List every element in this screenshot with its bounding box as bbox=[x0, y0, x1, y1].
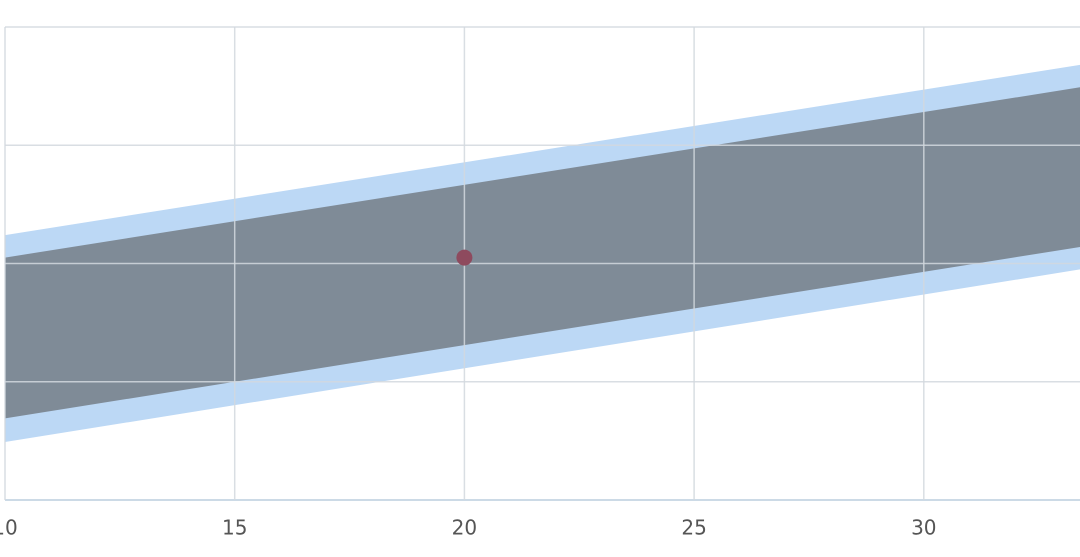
bands bbox=[5, 64, 1080, 443]
x-tick-label: 15 bbox=[222, 516, 247, 540]
x-tick-label: 25 bbox=[681, 516, 706, 540]
x-tick-label: 30 bbox=[911, 516, 936, 540]
x-tick-label: 20 bbox=[452, 516, 477, 540]
x-tick-label: 10 bbox=[0, 516, 18, 540]
confidence-band bbox=[5, 87, 1080, 419]
point bbox=[456, 249, 473, 266]
grid bbox=[4, 26, 1080, 501]
